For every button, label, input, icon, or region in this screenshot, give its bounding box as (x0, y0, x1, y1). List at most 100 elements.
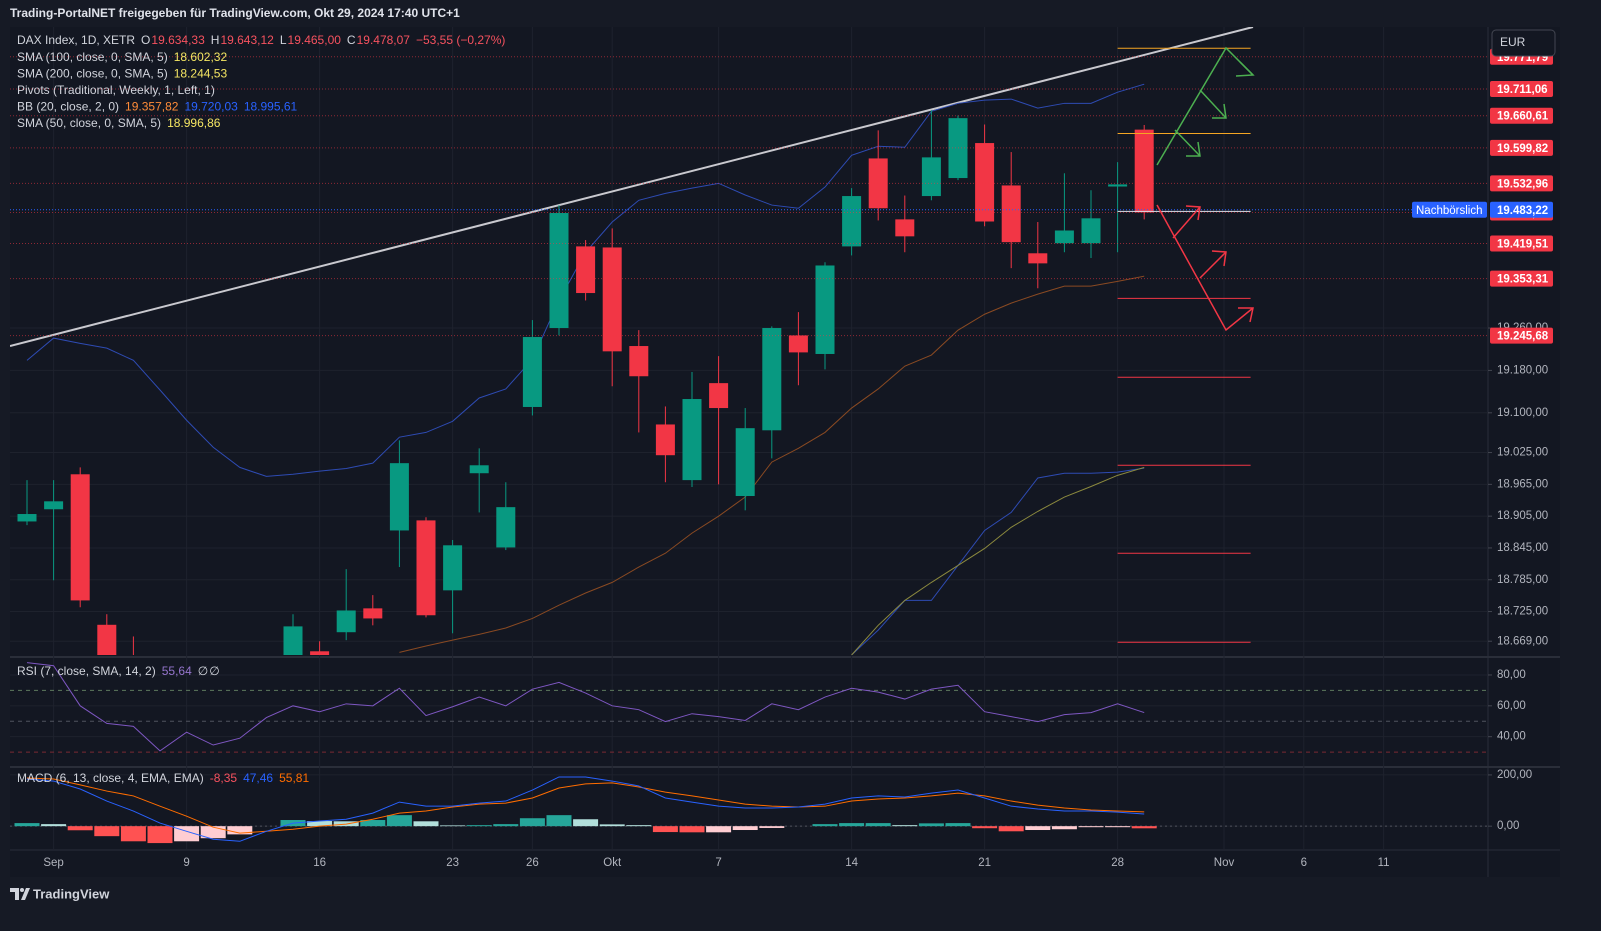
indicator-line (851, 467, 1145, 655)
legend-text: BB (20, close, 2, 0) (17, 100, 119, 114)
macd-histogram-bar (413, 821, 439, 827)
candle-body (788, 335, 808, 353)
y-tick-label: 19.180,00 (1497, 364, 1548, 376)
legend-text: MACD (6, 13, close, 4, EMA, EMA) (17, 771, 204, 785)
currency-button[interactable] (1491, 29, 1556, 57)
legend-text: SMA (100, close, 0, SMA, 5) (17, 50, 168, 64)
macd-histogram-bar (706, 826, 732, 833)
logo-icon (10, 888, 30, 900)
rsi-line (26, 662, 1145, 752)
macd-histogram-bar (892, 825, 918, 827)
macd-histogram-bar (679, 826, 705, 833)
macd-histogram-bar (41, 824, 67, 827)
legend-text: 19.720,03 (184, 100, 238, 114)
y-tick-label: 18.669,00 (1497, 635, 1548, 647)
price-label-box (1490, 80, 1553, 97)
y-tick-label: 40,00 (1497, 731, 1526, 743)
x-tick-label: 21 (978, 857, 991, 869)
candle-body (310, 651, 330, 655)
candle-body (1081, 218, 1101, 244)
y-tick-label: 200,00 (1497, 769, 1532, 781)
macd-histogram-bar (1025, 826, 1051, 831)
y-tick-label: 18.785,00 (1497, 574, 1548, 586)
legend-text: RSI (7, close, SMA, 14, 2) (17, 664, 156, 678)
legend-text: 55,81 (279, 771, 309, 785)
legend-text: H (211, 33, 220, 47)
macd-histogram-bar (812, 824, 838, 827)
candle-body (443, 545, 463, 591)
axes: 19.260,0019.180,0019.100,0019.025,0018.9… (43, 322, 1548, 869)
legend-text: C (347, 33, 356, 47)
arrow-head (1211, 250, 1227, 267)
x-tick-label: Nov (1214, 857, 1235, 869)
after-hours-tag (1412, 201, 1487, 218)
legend-text: 55,64 (162, 664, 192, 678)
macd-histogram-bar (227, 826, 253, 835)
candle-body (655, 424, 675, 456)
macd-histogram-bar (174, 826, 200, 842)
macd-histogram-bar (466, 825, 492, 827)
candle-body (283, 626, 303, 655)
candle-body (416, 520, 436, 616)
legend-text: -8,35 (210, 771, 238, 785)
macd-histogram-bar (972, 826, 998, 829)
legend-text: 18.602,32 (174, 50, 228, 64)
candle-body (682, 399, 702, 481)
y-tick-label: 80,00 (1497, 669, 1526, 681)
green-arrow (1174, 129, 1201, 157)
x-tick-label: 26 (526, 857, 539, 869)
macd-histogram-bar (360, 820, 386, 827)
price-label-box (1490, 201, 1553, 218)
header-text: Trading-PortalNET freigegeben für Tradin… (10, 6, 460, 20)
x-tick-label: 23 (446, 857, 459, 869)
x-tick-label: Sep (43, 857, 63, 869)
legend-text: ∅ (198, 664, 208, 678)
labels: 19.771,7919.711,0619.660,6119.599,8219.5… (17, 33, 1553, 785)
footer-bar (0, 878, 1601, 931)
logo-text: TradingView (33, 886, 110, 901)
tradingview-logo (10, 888, 30, 900)
after-hours-label: Nachbörslich (1416, 205, 1482, 217)
price-label: 19.419,51 (1497, 239, 1549, 251)
macd-histogram-bar (626, 825, 652, 827)
macd-histogram-bar (14, 823, 40, 827)
price-label-box (1490, 270, 1553, 287)
legend-text: 19.634,33 (151, 33, 205, 47)
price-label-box (1490, 107, 1553, 124)
candle-body (496, 507, 516, 548)
candle-body (389, 463, 409, 531)
legend-text: 18.995,61 (244, 100, 298, 114)
legend-text: 19.465,00 (288, 33, 342, 47)
price-label: 19.532,96 (1497, 178, 1548, 190)
candle-body (868, 158, 888, 209)
candle-body (70, 474, 90, 601)
legend-text: SMA (200, close, 0, SMA, 5) (17, 66, 168, 80)
price-label: 19.245,68 (1497, 331, 1549, 343)
macd-histogram-bar (147, 826, 173, 844)
macd-histogram-bar (865, 823, 891, 827)
y-tick-label: 18.845,00 (1497, 542, 1548, 554)
signal-line (26, 777, 1145, 834)
candle-body (97, 624, 117, 655)
legend-text: 47,46 (243, 771, 273, 785)
price-label: 19.353,31 (1497, 274, 1549, 286)
y-tick-label: 19.025,00 (1497, 447, 1548, 459)
macd-histogram-bar (998, 826, 1024, 832)
macd-histogram-bar (573, 819, 599, 827)
candle-body (629, 346, 649, 377)
candle-body (363, 608, 383, 619)
x-tick-label: 28 (1111, 857, 1124, 869)
candle-body (336, 610, 356, 633)
candle-body (576, 246, 596, 294)
macd-histogram-bar (1051, 826, 1077, 830)
arrow-head (1235, 61, 1255, 77)
macd-histogram-bar (1105, 826, 1131, 828)
candle-body (549, 213, 569, 329)
y-tick-label: 0,00 (1497, 820, 1519, 832)
currency-label[interactable]: EUR (1500, 35, 1526, 49)
macd-histogram-bar (120, 826, 146, 842)
x-tick-label: 6 (1301, 857, 1307, 869)
legend-text: ∅ (209, 664, 219, 678)
chart-area (10, 27, 1560, 877)
legend-text: 19.643,12 (220, 33, 274, 47)
